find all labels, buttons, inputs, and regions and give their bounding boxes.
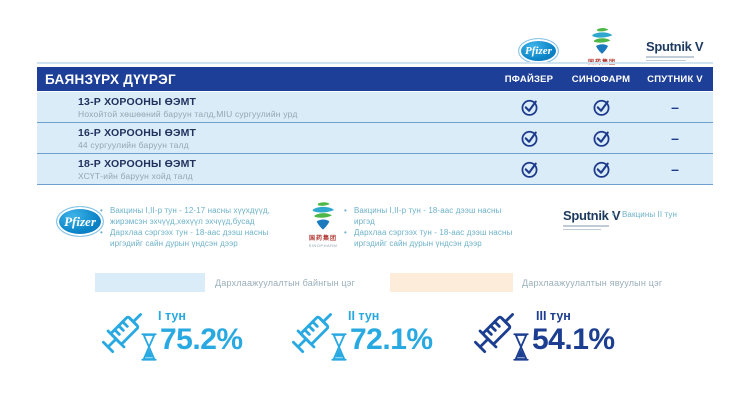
mobile-point-label: Дархлаажуулалтын явуулын цэг <box>522 278 663 288</box>
sinopharm-notes: • Вакцины I,II-р тун - 18-аас дээш насны … <box>344 205 524 249</box>
stat-dose-1: I тун 75.2% <box>90 303 280 369</box>
syringe-icon <box>90 305 150 370</box>
row-subtitle: 44 сургуулийн баруун талд <box>78 139 189 150</box>
sinopharm-logo: 国药集团 SINOPHARM <box>583 26 621 72</box>
row-subtitle: ХСҮТ-ийн баруун хойд талд <box>78 170 193 181</box>
note-text: Вакцины I,II-р тун - 18-аас дээш насны и… <box>354 206 502 226</box>
sputnik-tagline-line <box>646 56 694 58</box>
check-icon-sinopharm <box>565 97 637 117</box>
sinopharm-en-text: SINOPHARM <box>308 243 338 248</box>
syringe-icon <box>280 305 340 370</box>
note-text: Дархлаа сэргээх тун - 18-аас дээш насны … <box>354 228 513 248</box>
check-icon-pfizer <box>493 97 565 117</box>
mobile-point-swatch <box>390 273 513 292</box>
bullet-dot: • <box>344 206 347 215</box>
district-header-bar: БАЯНЗҮРХ ДҮҮРЭГ ПФАЙЗЕР СИНОФАРМ СПУТНИК… <box>37 67 713 91</box>
sinopharm-cn-text: 国药集团 <box>308 236 337 242</box>
hourglass-icon <box>330 331 348 368</box>
vaccination-points-table: 13-Р ХОРООНЫ ӨЭМТ Нохойтой хөшөөний бару… <box>37 92 713 185</box>
dash-icon-sputnik: – <box>671 99 679 115</box>
permanent-point-label: Дархлаажуулалтын байнгын цэг <box>215 278 356 288</box>
note-text: Дархлаа сэргээх тун - 18-аас дээш насны … <box>110 228 269 248</box>
column-header-sinopharm: СИНОФАРМ <box>571 73 631 85</box>
sputnik-tagline-line <box>563 225 609 227</box>
sputnik-tagline-line <box>563 228 601 230</box>
table-top-divider <box>37 62 713 64</box>
table-row: 16-Р ХОРООНЫ ӨЭМТ 44 сургуулийн баруун т… <box>37 123 713 154</box>
table-row: 18-Р ХОРООНЫ ӨЭМТ ХСҮТ-ийн баруун хойд т… <box>37 154 713 185</box>
dose-percentage: 72.1% <box>350 323 433 356</box>
dose-percentage: 75.2% <box>160 323 243 356</box>
sputnik-v-logo: Sputnik V <box>563 208 621 230</box>
column-header-pfizer: ПФАЙЗЕР <box>504 73 554 85</box>
hourglass-icon <box>512 331 530 368</box>
note-text: Вакцины II тун <box>622 210 677 219</box>
check-icon-pfizer <box>493 128 565 148</box>
check-icon-sinopharm <box>565 128 637 148</box>
bullet-dot: • <box>612 210 615 219</box>
pfizer-logo: Pfizer <box>518 38 559 64</box>
dose-label: III тун <box>536 309 571 323</box>
row-title: 16-Р ХОРООНЫ ӨЭМТ <box>78 126 197 139</box>
dose-label: II тун <box>348 309 380 323</box>
check-icon-pfizer <box>493 159 565 179</box>
pfizer-logo-text: Pfizer <box>525 45 552 57</box>
note-text: Вакцины I,II-р тун - 12-17 насны хүүхдүү… <box>110 206 270 226</box>
check-icon-sinopharm <box>565 159 637 179</box>
sinopharm-logo: 国药集团 SINOPHARM <box>303 200 343 248</box>
dose-label: I тун <box>158 309 186 323</box>
bullet-dot: • <box>100 206 103 215</box>
district-title: БАЯНЗҮРХ ДҮҮРЭГ <box>45 71 176 87</box>
bullet-dot: • <box>100 228 103 237</box>
column-header-sputnik: СПУТНИК V <box>647 73 703 85</box>
stat-dose-3: III тун 54.1% <box>462 303 652 369</box>
permanent-point-swatch <box>95 273 205 292</box>
sinopharm-waves-icon <box>586 26 618 60</box>
sputnik-notes: • Вакцины II тун <box>612 209 722 220</box>
stat-dose-2: II тун 72.1% <box>280 303 470 369</box>
dash-icon-sputnik: – <box>671 161 679 177</box>
sputnik-v-logo: Sputnik V <box>646 39 704 61</box>
row-title: 18-Р ХОРООНЫ ӨЭМТ <box>78 157 197 170</box>
pfizer-logo-text: Pfizer <box>64 213 96 229</box>
syringe-icon <box>462 305 522 370</box>
dose-percentage: 54.1% <box>532 323 615 356</box>
table-row: 13-Р ХОРООНЫ ӨЭМТ Нохойтой хөшөөний бару… <box>37 92 713 123</box>
sputnik-logo-text: Sputnik V <box>646 39 704 54</box>
sinopharm-waves-icon <box>306 200 340 236</box>
row-subtitle: Нохойтой хөшөөний баруун талд,MIU сургуу… <box>78 108 298 119</box>
sputnik-logo-text: Sputnik V <box>563 208 621 223</box>
pfizer-notes: • Вакцины I,II-р тун - 12-17 насны хүүхдү… <box>100 205 295 249</box>
hourglass-icon <box>140 331 158 368</box>
pfizer-logo: Pfizer <box>56 206 104 237</box>
sputnik-tagline-line <box>646 59 686 61</box>
bullet-dot: • <box>344 228 347 237</box>
dash-icon-sputnik: – <box>671 130 679 146</box>
row-title: 13-Р ХОРООНЫ ӨЭМТ <box>78 95 197 108</box>
